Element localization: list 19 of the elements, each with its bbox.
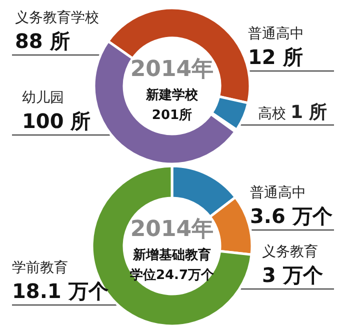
text: 2014年 [130,217,214,242]
slice-label: 学前教育 [12,259,68,276]
data-label: 100 所 [22,109,91,133]
text: 新建学校 [145,87,199,103]
slice-label: 普通高中 [248,25,304,42]
data-label: 1 所 [290,102,328,123]
data-label: 18.1 万个 [12,279,108,303]
data-label: 3.6 万个 [250,204,332,228]
slice-label: 普通高中 [250,184,306,201]
slice-label: 义务教育 [262,243,318,260]
data-label: 3 万个 [262,263,323,287]
data-label: 88 所 [15,29,70,53]
slice-label: 义务教育学校 [15,9,99,26]
text: 201所 [152,107,192,123]
data-label: 12 所 [248,45,303,69]
slice-label: 幼儿园 [22,90,64,106]
slice-label: 高校 [258,106,290,122]
text: 新增基础教育 [132,247,211,263]
text: 2014年 [130,57,214,82]
